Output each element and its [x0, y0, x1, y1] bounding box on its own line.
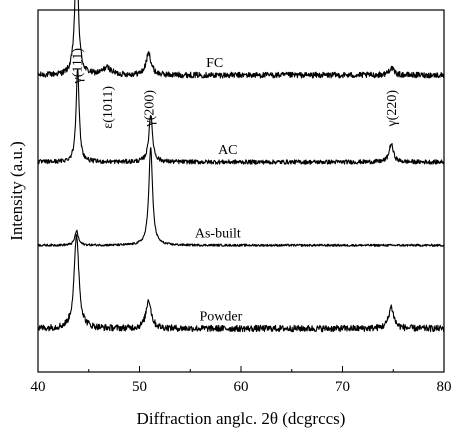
x-tick-label: 60 — [234, 379, 249, 395]
x-tick-label: 70 — [335, 379, 350, 395]
y-axis-label: Intensity (a.u.) — [7, 141, 26, 241]
axes: 40 50 60 70 80 — [31, 9, 452, 395]
series-label: Powder — [199, 310, 242, 325]
series-line-fc — [37, 0, 445, 79]
x-tick-label: 50 — [132, 379, 147, 395]
peak-annotation: γ(200) — [143, 90, 158, 128]
x-tick-label: 80 — [437, 379, 452, 395]
series-line-as-built — [37, 147, 445, 247]
series-line-powder — [37, 234, 445, 333]
series-label: FC — [206, 56, 223, 71]
series-label: As-built — [195, 226, 241, 241]
series-line-ac — [37, 68, 445, 165]
series-label: AC — [218, 143, 237, 158]
x-axis-label: Diffraction anglc. 2θ (dcgrccs) — [137, 409, 346, 428]
peak-annotation: γ(220) — [385, 90, 400, 128]
peak-annotation: γ(111) — [71, 48, 86, 85]
x-tick-label: 40 — [31, 379, 46, 395]
series-layer — [37, 0, 445, 333]
labels-layer: FC AC As-built Powder γ(111) ε(1011) γ(200) γ(2… — [71, 48, 401, 325]
peak-annotation: ε(1011) — [101, 86, 116, 129]
